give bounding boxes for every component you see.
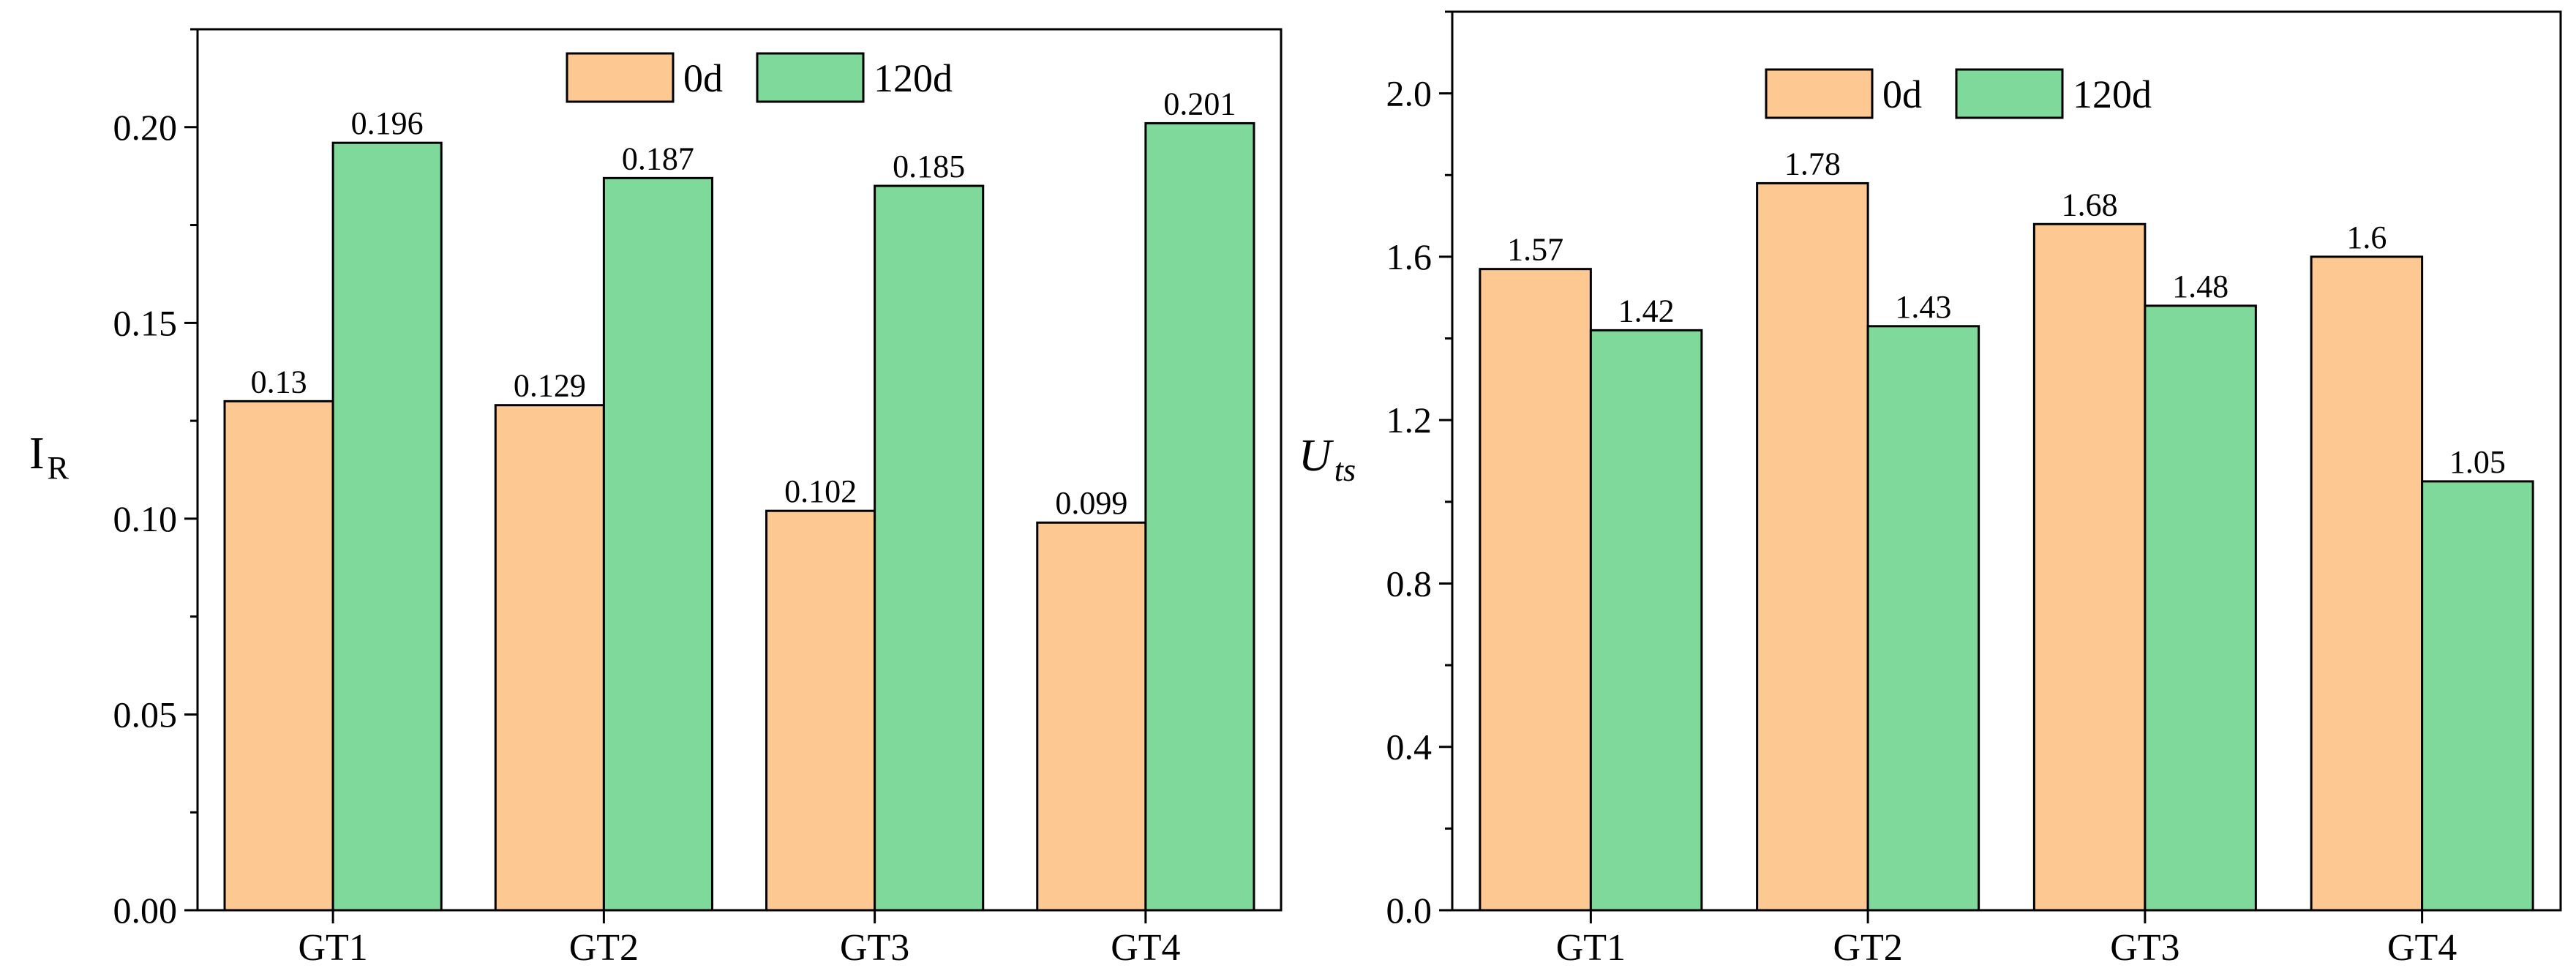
y-tick-label: 0.8 (1386, 563, 1432, 604)
bar-120d-GT1 (1589, 329, 1703, 912)
bar-0d-GT2 (1756, 181, 1869, 912)
data-label-0d-GT1: 0.13 (251, 364, 307, 400)
bar-0d-GT3 (2032, 222, 2147, 912)
bar-120d-GT2 (1866, 325, 1980, 912)
legend-label-0d: 0d (1882, 72, 1922, 116)
bar-0d-GT4 (1036, 521, 1147, 912)
bar-0d-GT4 (2310, 255, 2424, 912)
data-label-120d-GT3: 0.185 (893, 149, 965, 184)
bar-120d-GT1 (331, 141, 443, 912)
data-label-120d-GT3: 1.48 (2172, 269, 2228, 304)
plot-frame (1451, 10, 2562, 912)
y-axis-title: Uts (1299, 431, 1356, 488)
legend-swatch-120d (1955, 68, 2064, 119)
bar-120d-GT4 (2421, 480, 2534, 912)
data-label-0d-GT2: 1.78 (1784, 146, 1841, 181)
x-tick-label-GT2: GT2 (569, 927, 639, 969)
data-label-120d-GT2: 0.187 (622, 140, 694, 176)
data-label-0d-GT2: 0.129 (514, 368, 586, 404)
plot-frame (196, 28, 1283, 912)
bar-0d-GT2 (494, 404, 605, 912)
data-label-120d-GT1: 1.42 (1618, 293, 1675, 329)
y-tick-label: 0.00 (113, 890, 178, 931)
data-label-120d-GT1: 0.196 (351, 105, 424, 141)
data-label-0d-GT3: 0.102 (784, 473, 857, 509)
x-tick-label-GT3: GT3 (2110, 927, 2179, 969)
y-tick-label: 0.4 (1386, 727, 1432, 768)
data-label-0d-GT3: 1.68 (2062, 187, 2118, 222)
legend-label-120d: 120d (874, 56, 953, 100)
legend-swatch-0d (566, 52, 675, 103)
x-tick-label-GT1: GT1 (1556, 927, 1626, 969)
y-tick-label: 0.0 (1386, 890, 1432, 931)
legend-label-0d: 0d (683, 56, 723, 100)
data-label-0d-GT1: 1.57 (1507, 232, 1563, 268)
legend-swatch-120d (756, 52, 865, 103)
bar-0d-GT1 (223, 400, 334, 912)
bar-0d-GT3 (765, 509, 876, 912)
legend-swatch-0d (1765, 68, 1874, 119)
y-tick-label: 0.20 (113, 107, 178, 148)
bar-120d-GT3 (2144, 304, 2257, 912)
data-label-120d-GT2: 1.43 (1895, 289, 1951, 325)
y-tick-label: 1.6 (1386, 236, 1432, 277)
x-tick-label-GT3: GT3 (840, 927, 909, 969)
data-label-120d-GT4: 0.201 (1163, 86, 1236, 121)
bar-0d-GT1 (1479, 268, 1592, 912)
bar-120d-GT3 (874, 184, 985, 912)
x-tick-label-GT2: GT2 (1833, 927, 1902, 969)
y-tick-label: 1.2 (1386, 400, 1432, 440)
x-tick-label-GT4: GT4 (1111, 927, 1180, 969)
data-label-120d-GT4: 1.05 (2449, 444, 2506, 480)
chart-panel-1: 0.13 0.129 0.102 0.099 0.196 0.187 0.185 0.201 0… (29, 28, 1283, 969)
y-tick-label: 2.0 (1386, 73, 1432, 114)
data-label-0d-GT4: 0.099 (1055, 485, 1127, 521)
chart-panel-2: 1.57 1.78 1.68 1.6 1.42 1.43 1.48 1.05 0.0 0.4 0.8… (1299, 10, 2562, 969)
bar-120d-GT4 (1144, 121, 1255, 912)
y-tick-label: 0.05 (113, 694, 178, 735)
y-tick-label: 0.15 (113, 302, 178, 343)
x-tick-label-GT4: GT4 (2387, 927, 2457, 969)
data-label-0d-GT4: 1.6 (2346, 220, 2387, 255)
bar-120d-GT2 (602, 176, 713, 912)
y-tick-label: 0.10 (113, 498, 178, 539)
x-tick-label-GT1: GT1 (298, 927, 367, 969)
y-axis-title: IR (29, 429, 70, 486)
legend-label-120d: 120d (2073, 72, 2152, 116)
